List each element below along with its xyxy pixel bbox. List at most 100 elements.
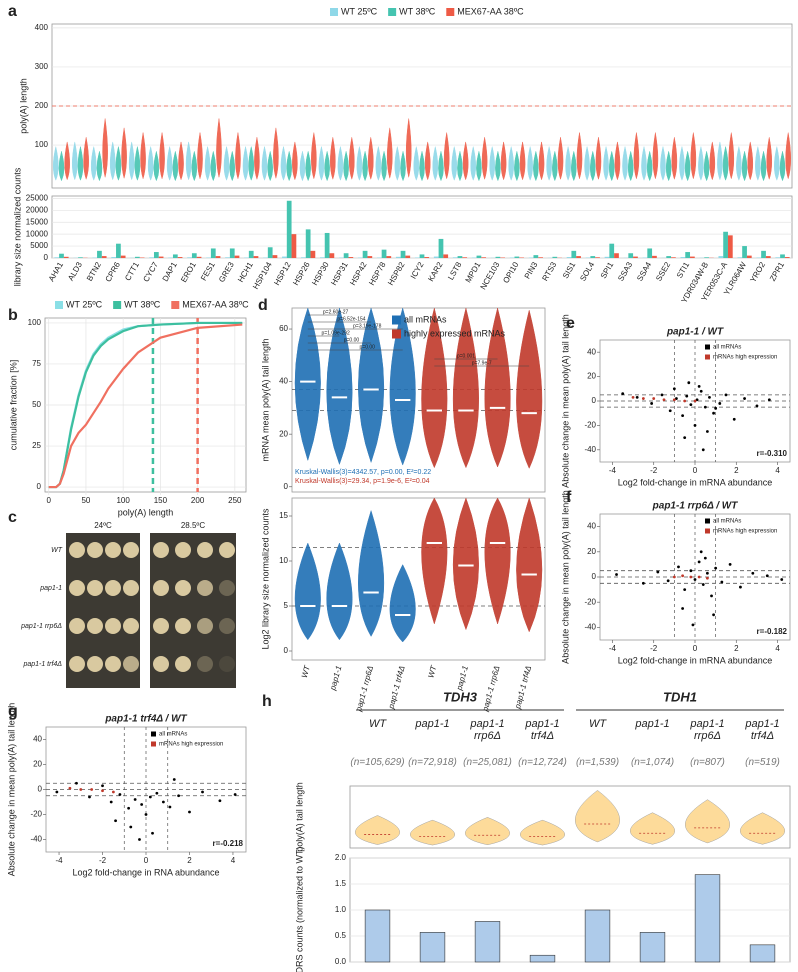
violin [178,141,184,181]
violin [166,146,173,181]
violin [109,141,116,181]
violin [703,150,710,182]
bar [590,256,596,258]
violin [294,542,321,641]
y-tick-label: 40 [33,735,42,744]
legend-label: MEX67-AA 38ºC [182,299,249,309]
bar [474,921,501,963]
violin [421,497,448,625]
bar [566,257,572,258]
x-tick-label: AHA1 [47,260,66,283]
point [138,838,141,841]
colony-spot [175,580,191,596]
legend-swatch [151,741,156,747]
colony-spot [197,618,213,634]
p-value: p=0.00 [360,344,376,350]
bar [116,243,121,258]
y-tick-label: 300 [35,62,49,71]
legend-swatch [392,315,401,325]
bar [362,250,368,258]
colony-spot [69,580,85,596]
point [177,794,181,798]
point [641,581,645,585]
violin [280,146,287,181]
point [751,571,755,575]
violin [589,150,596,182]
bar [324,232,330,258]
n-label: (n=25,081) [463,757,512,768]
y-tick-label: -20 [30,810,42,819]
violin [709,141,716,181]
category-label: pap1-1 trf4Δ [745,718,780,742]
bar [737,257,743,258]
bar [765,256,771,258]
bar [149,257,154,258]
point [672,387,676,391]
violin [58,150,65,182]
x-tick-label: 4 [231,856,236,865]
violin [400,150,406,182]
x-tick-label: 2 [734,466,739,475]
bar [191,253,197,258]
group-label: TDH1 [663,689,697,704]
category-label: pap1-1 rrp6Δ [690,718,725,742]
point [712,411,715,415]
y-tick-label: 0 [37,482,42,491]
point [710,594,713,598]
violin [410,819,455,846]
violin [660,146,666,181]
colony-spot [105,618,121,634]
n-label: (n=105,629) [350,757,405,768]
violin [191,150,198,182]
violin [405,118,412,178]
panel-label: f [566,489,572,506]
legend-label: all mRNAs [713,519,741,525]
x-tick-label: DAP1 [161,260,180,283]
y-axis-label: poly(A) length [18,78,28,134]
colony-spot [153,542,169,558]
y-tick-label: 400 [35,23,49,32]
bar [286,200,292,258]
violin [665,150,672,182]
y-tick-label: 40 [587,522,596,531]
y-tick-label: 20 [279,429,288,438]
x-tick-label: HCH1 [236,260,255,284]
colony-spot [175,656,191,672]
violin [685,799,730,844]
y-tick-label: 5000 [30,241,48,250]
x-tick-label: pap1-1 trf4Δ [513,665,533,711]
violin [484,497,511,625]
violin [452,497,479,631]
point [728,563,732,566]
bar [282,256,287,258]
legend-swatch [330,8,338,16]
colony-spot [69,656,85,672]
point [133,798,137,801]
y-tick-label: 100 [28,318,42,327]
y-tick-label: 200 [35,101,49,110]
column-label: 24ºC [94,521,112,530]
colony-spot [87,618,103,634]
legend-swatch [55,301,63,309]
point [90,788,94,791]
point [703,556,707,560]
panel-label: e [566,315,575,332]
violin [375,146,382,181]
violin [774,146,780,181]
violin [576,132,583,180]
x-tick-label: SPI1 [599,260,616,280]
violin [356,146,363,181]
p-value: p=3.19e-178 [353,323,381,329]
violin [538,141,545,181]
colony-spot [175,542,191,558]
point [155,791,159,795]
bar [210,248,216,258]
bar [267,247,273,258]
point [714,406,718,410]
bar [364,909,391,963]
row-label: pap1-1 trf4Δ [22,661,62,668]
bar [652,255,657,258]
x-tick-label: WT [426,664,438,679]
bar [533,255,539,258]
